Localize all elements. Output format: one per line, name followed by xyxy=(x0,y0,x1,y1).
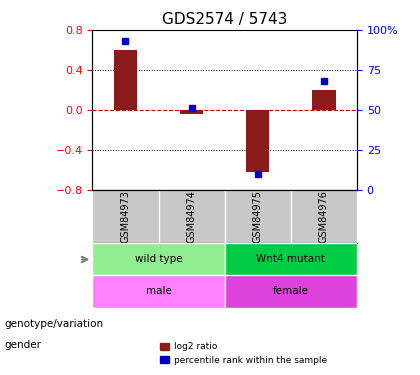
Text: male: male xyxy=(146,286,171,297)
Bar xyxy=(312,90,336,110)
FancyBboxPatch shape xyxy=(225,276,357,308)
Text: female: female xyxy=(273,286,309,297)
Text: genotype/variation: genotype/variation xyxy=(4,320,103,329)
Bar xyxy=(114,50,137,110)
Legend: log2 ratio, percentile rank within the sample: log2 ratio, percentile rank within the s… xyxy=(157,339,331,369)
Text: wild type: wild type xyxy=(135,255,182,264)
Text: GSM84975: GSM84975 xyxy=(253,190,263,243)
Text: GSM84976: GSM84976 xyxy=(319,190,329,243)
Bar xyxy=(180,110,203,114)
Text: gender: gender xyxy=(4,340,41,350)
Bar xyxy=(246,110,269,172)
Text: GSM84974: GSM84974 xyxy=(186,190,197,243)
FancyBboxPatch shape xyxy=(92,243,225,276)
Text: Wnt4 mutant: Wnt4 mutant xyxy=(257,255,325,264)
Title: GDS2574 / 5743: GDS2574 / 5743 xyxy=(162,12,287,27)
Text: GSM84973: GSM84973 xyxy=(121,190,131,243)
FancyBboxPatch shape xyxy=(92,276,225,308)
FancyBboxPatch shape xyxy=(225,243,357,276)
